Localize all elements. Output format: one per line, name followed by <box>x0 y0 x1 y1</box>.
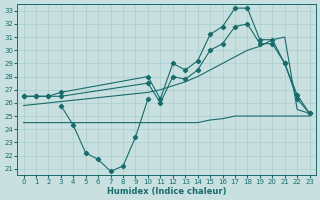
X-axis label: Humidex (Indice chaleur): Humidex (Indice chaleur) <box>107 187 226 196</box>
